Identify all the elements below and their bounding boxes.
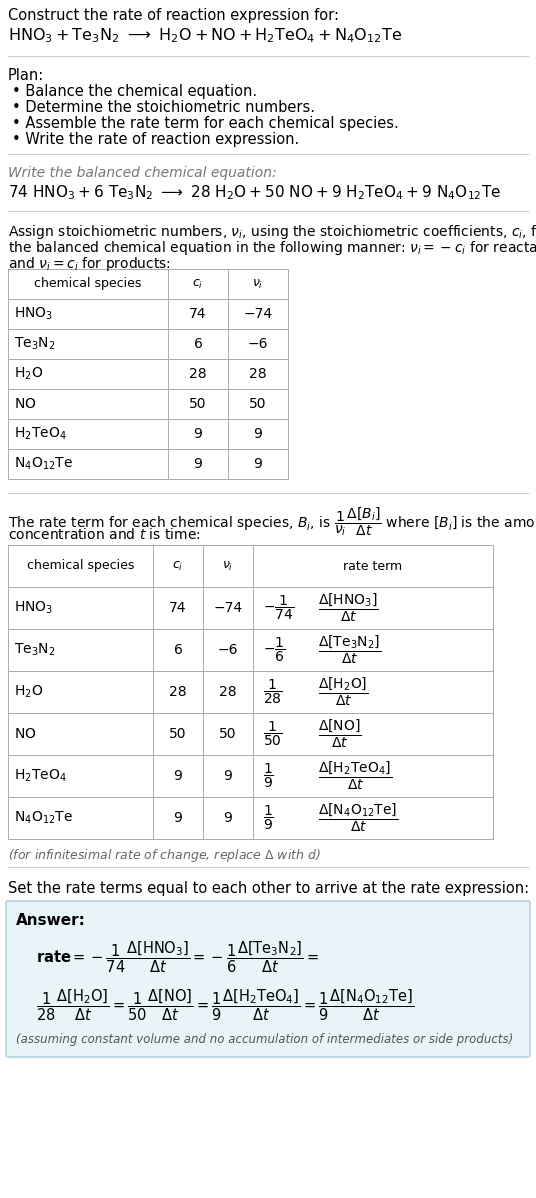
Text: Set the rate terms equal to each other to arrive at the rate expression:: Set the rate terms equal to each other t…: [8, 881, 529, 896]
Text: (assuming constant volume and no accumulation of intermediates or side products): (assuming constant volume and no accumul…: [16, 1033, 513, 1046]
Text: Construct the rate of reaction expression for:: Construct the rate of reaction expressio…: [8, 8, 339, 23]
Text: $\dfrac{1}{28}\dfrac{\Delta[\mathregular{H_2O}]}{\Delta t}= \dfrac{1}{50}\dfrac{: $\dfrac{1}{28}\dfrac{\Delta[\mathregular…: [36, 987, 414, 1023]
Text: $\dfrac{\Delta[\mathregular{Te_3N_2}]}{\Delta t}$: $\dfrac{\Delta[\mathregular{Te_3N_2}]}{\…: [318, 634, 381, 666]
Text: Answer:: Answer:: [16, 913, 86, 928]
Text: $\mathregular{HNO_3}$: $\mathregular{HNO_3}$: [14, 305, 53, 322]
Text: chemical species: chemical species: [34, 278, 142, 290]
Text: Assign stoichiometric numbers, $\nu_i$, using the stoichiometric coefficients, $: Assign stoichiometric numbers, $\nu_i$, …: [8, 223, 536, 241]
Text: $\mathregular{HNO_3 + Te_3N_2\ \longrightarrow\ H_2O + NO + H_2TeO_4 + N_4O_{12}: $\mathregular{HNO_3 + Te_3N_2\ \longrigh…: [8, 26, 402, 44]
Text: $\dfrac{1}{9}$: $\dfrac{1}{9}$: [263, 762, 274, 791]
Text: Plan:: Plan:: [8, 68, 44, 83]
Text: the balanced chemical equation in the following manner: $\nu_i = -c_i$ for react: the balanced chemical equation in the fo…: [8, 238, 536, 258]
Text: $-\dfrac{1}{74}$: $-\dfrac{1}{74}$: [263, 594, 294, 622]
Text: $\mathregular{NO}$: $\mathregular{NO}$: [14, 727, 36, 742]
Text: $\mathregular{Te_3N_2}$: $\mathregular{Te_3N_2}$: [14, 335, 55, 352]
Text: • Assemble the rate term for each chemical species.: • Assemble the rate term for each chemic…: [12, 116, 399, 131]
Text: $\dfrac{\Delta[\mathregular{H_2O}]}{\Delta t}$: $\dfrac{\Delta[\mathregular{H_2O}]}{\Del…: [318, 676, 368, 708]
Text: • Write the rate of reaction expression.: • Write the rate of reaction expression.: [12, 132, 299, 147]
Text: −74: −74: [243, 307, 273, 321]
Text: $\mathregular{H_2TeO_4}$: $\mathregular{H_2TeO_4}$: [14, 768, 67, 785]
Text: $\dfrac{\Delta[\mathregular{HNO_3}]}{\Delta t}$: $\dfrac{\Delta[\mathregular{HNO_3}]}{\De…: [318, 592, 379, 624]
Text: • Balance the chemical equation.: • Balance the chemical equation.: [12, 84, 257, 99]
FancyBboxPatch shape: [6, 901, 530, 1057]
Text: 6: 6: [193, 337, 203, 351]
Text: $c_i$: $c_i$: [173, 559, 184, 573]
Text: 50: 50: [189, 397, 207, 411]
Text: $c_i$: $c_i$: [192, 278, 204, 291]
Text: rate term: rate term: [344, 559, 403, 573]
Text: $\nu_i$: $\nu_i$: [222, 559, 234, 573]
Text: $\mathregular{H_2O}$: $\mathregular{H_2O}$: [14, 365, 43, 382]
Text: 28: 28: [169, 685, 187, 698]
Text: and $\nu_i = c_i$ for products:: and $\nu_i = c_i$ for products:: [8, 255, 171, 273]
Text: 9: 9: [254, 456, 263, 471]
Text: 9: 9: [193, 456, 203, 471]
Text: $\mathregular{H_2TeO_4}$: $\mathregular{H_2TeO_4}$: [14, 425, 67, 442]
Text: 9: 9: [224, 811, 233, 825]
Text: $\dfrac{\Delta[\mathregular{H_2TeO_4}]}{\Delta t}$: $\dfrac{\Delta[\mathregular{H_2TeO_4}]}{…: [318, 760, 392, 792]
Text: 9: 9: [224, 769, 233, 783]
Text: 9: 9: [174, 811, 182, 825]
Text: $\nu_i$: $\nu_i$: [252, 278, 264, 291]
Text: $\mathregular{74\ HNO_3 + 6\ Te_3N_2\ \longrightarrow\ 28\ H_2O + 50\ NO + 9\ H_: $\mathregular{74\ HNO_3 + 6\ Te_3N_2\ \l…: [8, 183, 501, 201]
Text: 74: 74: [189, 307, 207, 321]
Text: 6: 6: [174, 643, 182, 657]
Text: $\dfrac{\Delta[\mathregular{NO}]}{\Delta t}$: $\dfrac{\Delta[\mathregular{NO}]}{\Delta…: [318, 718, 362, 750]
Text: 50: 50: [249, 397, 267, 411]
Text: Write the balanced chemical equation:: Write the balanced chemical equation:: [8, 167, 277, 180]
Text: 9: 9: [254, 426, 263, 441]
Text: −74: −74: [213, 601, 243, 615]
Text: 28: 28: [219, 685, 237, 698]
Text: $\dfrac{1}{28}$: $\dfrac{1}{28}$: [263, 678, 282, 706]
Text: 9: 9: [193, 426, 203, 441]
Text: chemical species: chemical species: [27, 559, 134, 573]
Text: 50: 50: [169, 727, 187, 742]
Text: 28: 28: [249, 367, 267, 381]
Text: $\mathregular{NO}$: $\mathregular{NO}$: [14, 397, 36, 411]
Text: 74: 74: [169, 601, 187, 615]
Text: $-\dfrac{1}{6}$: $-\dfrac{1}{6}$: [263, 636, 286, 664]
Text: 50: 50: [219, 727, 237, 742]
Text: $\mathregular{Te_3N_2}$: $\mathregular{Te_3N_2}$: [14, 642, 55, 658]
Text: $\mathregular{N_4O_{12}Te}$: $\mathregular{N_4O_{12}Te}$: [14, 810, 73, 827]
Text: $\mathbf{rate} = -\dfrac{1}{74}\dfrac{\Delta[\mathregular{HNO_3}]}{\Delta t}= -\: $\mathbf{rate} = -\dfrac{1}{74}\dfrac{\D…: [36, 939, 319, 974]
Text: 9: 9: [174, 769, 182, 783]
Text: $\dfrac{1}{50}$: $\dfrac{1}{50}$: [263, 720, 282, 749]
Text: $\mathregular{HNO_3}$: $\mathregular{HNO_3}$: [14, 600, 53, 616]
Text: 28: 28: [189, 367, 207, 381]
Text: • Determine the stoichiometric numbers.: • Determine the stoichiometric numbers.: [12, 99, 315, 115]
Text: −6: −6: [218, 643, 238, 657]
Text: concentration and $t$ is time:: concentration and $t$ is time:: [8, 527, 200, 541]
Text: (for infinitesimal rate of change, replace $\Delta$ with $d$): (for infinitesimal rate of change, repla…: [8, 847, 321, 864]
Text: The rate term for each chemical species, $B_i$, is $\dfrac{1}{\nu_i}\dfrac{\Delt: The rate term for each chemical species,…: [8, 506, 536, 538]
Text: $\mathregular{N_4O_{12}Te}$: $\mathregular{N_4O_{12}Te}$: [14, 455, 73, 472]
Text: $\dfrac{1}{9}$: $\dfrac{1}{9}$: [263, 804, 274, 833]
Text: $\dfrac{\Delta[\mathregular{N_4O_{12}Te}]}{\Delta t}$: $\dfrac{\Delta[\mathregular{N_4O_{12}Te}…: [318, 801, 398, 834]
Text: $\mathregular{H_2O}$: $\mathregular{H_2O}$: [14, 684, 43, 700]
Text: −6: −6: [248, 337, 268, 351]
